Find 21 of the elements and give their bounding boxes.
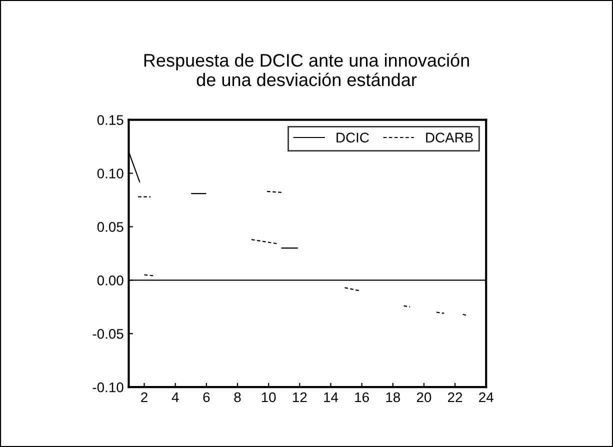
y-tick-label: 0.05 <box>97 222 124 232</box>
x-tick-label: 6 <box>203 392 210 402</box>
x-tick-label: 10 <box>262 392 276 402</box>
y-tick-label: 0.00 <box>97 276 124 286</box>
y-tick-label: 0.10 <box>97 168 124 178</box>
legend-label: DCIC <box>336 132 369 142</box>
x-tick-label: 4 <box>172 392 179 402</box>
x-tick-label: 8 <box>234 392 241 402</box>
x-tick-label: 16 <box>355 392 369 402</box>
y-tick-label: 0.15 <box>97 115 124 125</box>
legend-label: DCARB <box>426 132 473 142</box>
x-tick-label: 2 <box>141 392 148 402</box>
x-tick-label: 22 <box>448 392 462 402</box>
x-tick-label: 18 <box>386 392 400 402</box>
y-tick-label: -0.05 <box>92 328 124 339</box>
x-tick-label: 24 <box>479 392 494 402</box>
x-tick-label: 14 <box>324 392 338 402</box>
chart-title: Respuesta de DCIC ante una innovación de una desviación estándar <box>144 53 469 86</box>
y-tick-label: -0.10 <box>92 382 124 392</box>
x-tick-label: 20 <box>416 392 432 402</box>
x-tick-label: 12 <box>292 392 307 402</box>
